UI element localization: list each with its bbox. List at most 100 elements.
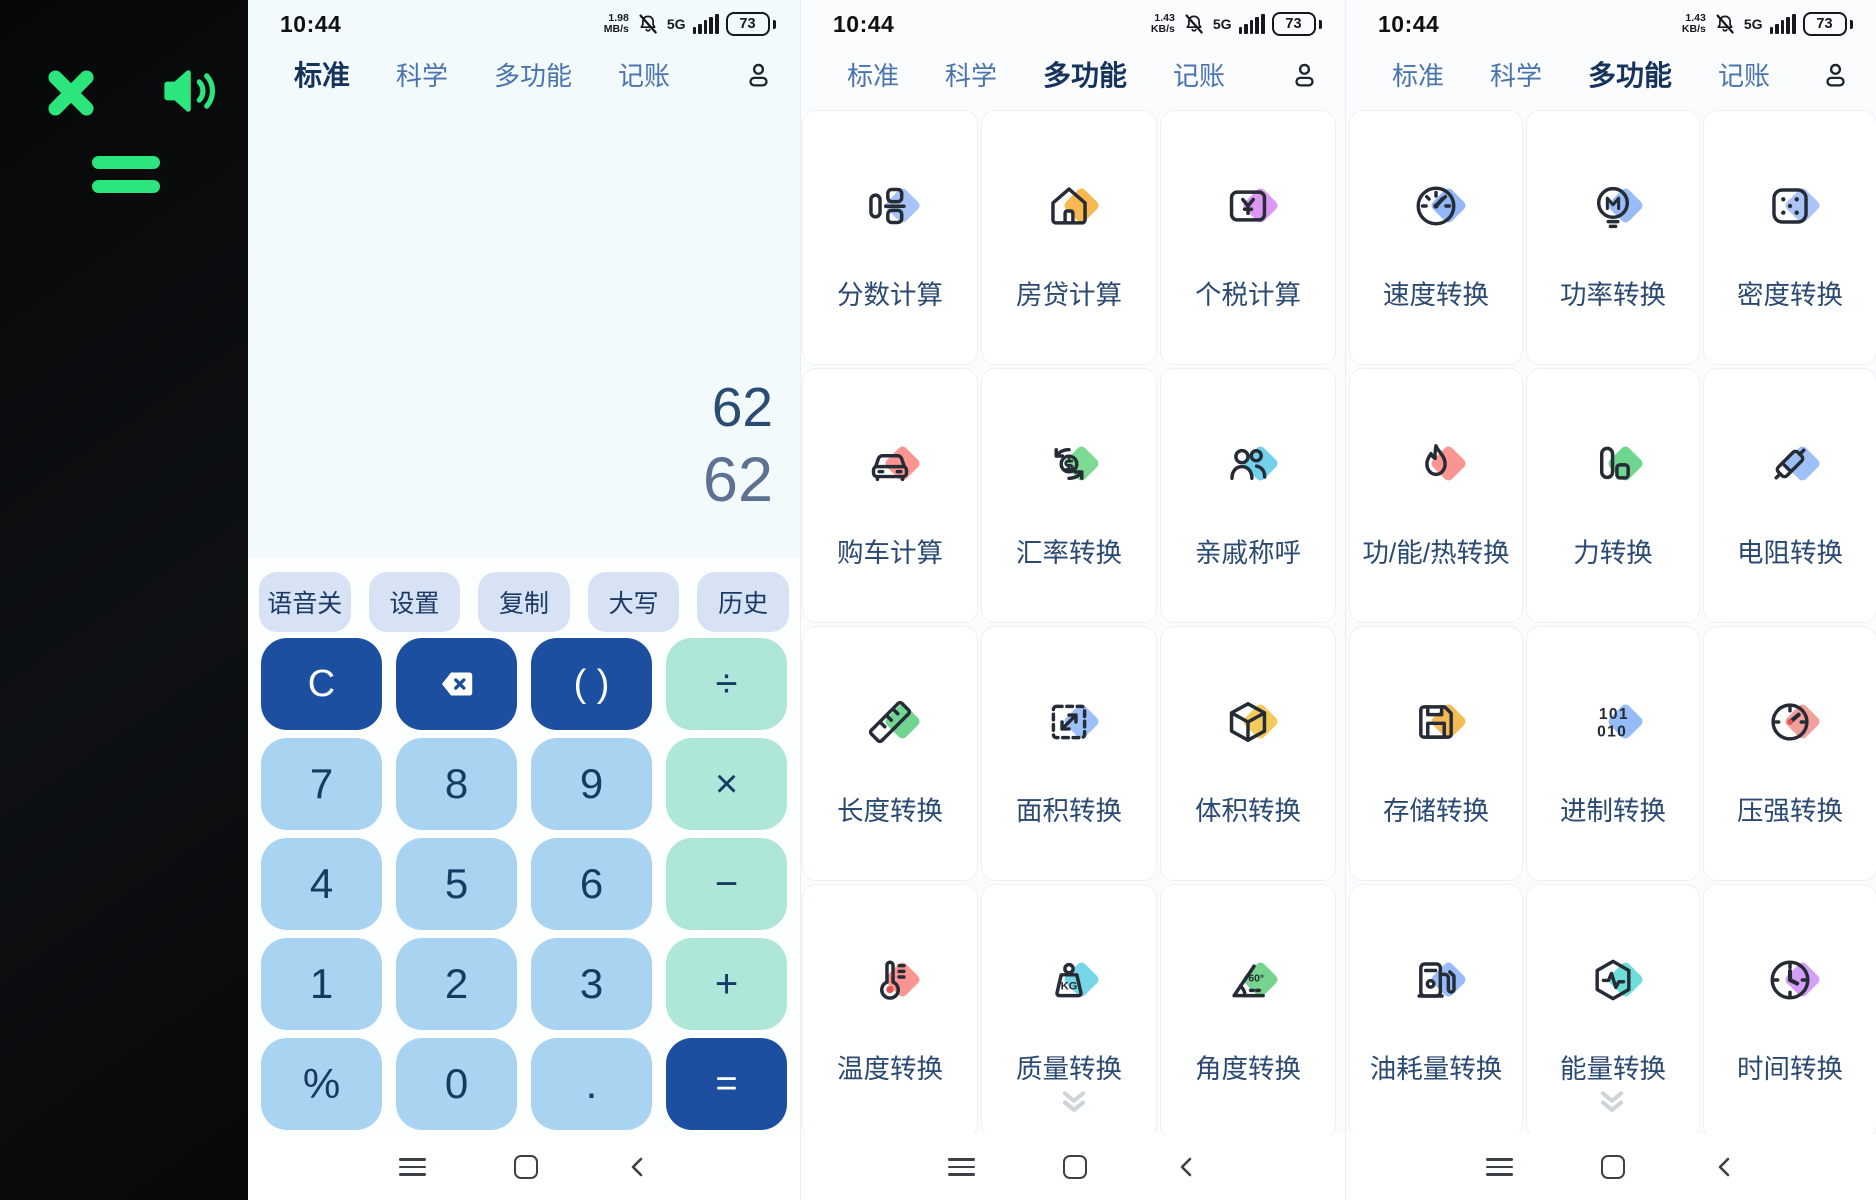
key-8[interactable]: 8 (396, 738, 517, 830)
key-3[interactable]: 3 (531, 938, 652, 1030)
menu-icon[interactable] (398, 1157, 426, 1177)
key-+[interactable]: + (666, 938, 787, 1030)
function-button[interactable]: 历史 (697, 572, 789, 632)
home-square-icon[interactable] (1601, 1155, 1625, 1179)
key-7[interactable]: 7 (261, 738, 382, 830)
floppy-icon (1403, 689, 1469, 755)
equals-icon[interactable] (92, 156, 160, 204)
person-icon[interactable] (743, 59, 774, 90)
key-%[interactable]: % (261, 1038, 382, 1130)
feature-label: 角度转换 (1195, 1054, 1301, 1084)
net-speed: 1.43 KB/s (1681, 12, 1706, 35)
tab-multifunction[interactable]: 多功能 (494, 60, 573, 91)
speaker-icon[interactable] (152, 58, 218, 124)
function-button[interactable]: 语音关 (259, 572, 351, 632)
tab-ledger[interactable]: 记账 (618, 60, 671, 91)
tab-multifunction[interactable]: 多功能 (1588, 60, 1673, 91)
feature-cell[interactable]: 功率转换 (1526, 110, 1700, 365)
feature-label: 汇率转换 (1016, 538, 1122, 568)
close-icon[interactable] (42, 64, 100, 122)
feature-cell[interactable]: 温度转换 (802, 884, 978, 1139)
key-÷[interactable]: ÷ (666, 638, 787, 730)
key-1[interactable]: 1 (261, 938, 382, 1030)
feature-cell[interactable]: 长度转换 (802, 626, 978, 881)
function-button[interactable]: 复制 (478, 572, 570, 632)
battery-icon: 73 (725, 12, 770, 36)
key-6[interactable]: 6 (531, 838, 652, 930)
key-×[interactable]: × (666, 738, 787, 830)
feature-cell[interactable]: 存储转换 (1349, 626, 1523, 881)
tab-scientific[interactable]: 科学 (396, 60, 449, 91)
tab-multifunction[interactable]: 多功能 (1043, 60, 1128, 91)
home-square-icon[interactable] (513, 1155, 538, 1179)
resistor-icon (1757, 431, 1823, 497)
tab-standard[interactable]: 标准 (1392, 60, 1445, 91)
feature-cell[interactable]: 体积转换 (1160, 626, 1336, 881)
menu-icon[interactable] (1486, 1157, 1513, 1177)
key-2[interactable]: 2 (396, 938, 517, 1030)
feature-cell[interactable]: 功/能/热转换 (1349, 368, 1523, 623)
car-icon (857, 431, 923, 497)
feature-cell[interactable]: 亲戚称呼 (1160, 368, 1336, 623)
protractor-icon: 60° (1215, 947, 1281, 1013)
home-square-icon[interactable] (1063, 1155, 1087, 1179)
key-−[interactable]: − (666, 838, 787, 930)
feature-cell[interactable]: 房贷计算 (981, 110, 1157, 365)
tab-ledger[interactable]: 记账 (1718, 60, 1771, 91)
person-icon[interactable] (1289, 59, 1320, 90)
feature-cell[interactable]: 速度转换 (1349, 110, 1523, 365)
backspace-icon[interactable] (396, 638, 517, 730)
feature-label: 功率转换 (1560, 280, 1666, 310)
fuel-pump-icon (1403, 947, 1469, 1013)
feature-cell[interactable]: 电阻转换 (1703, 368, 1876, 623)
function-button[interactable]: 设置 (368, 572, 461, 632)
battery-icon: 73 (1802, 12, 1847, 36)
tab-standard[interactable]: 标准 (847, 60, 900, 91)
menu-icon[interactable] (948, 1157, 975, 1177)
person-icon[interactable] (1820, 59, 1851, 90)
chevrons-down-icon[interactable] (1057, 1090, 1091, 1115)
feature-cell[interactable]: 分数计算 (802, 110, 978, 365)
feature-cell[interactable]: 面积转换 (981, 626, 1157, 881)
feature-label: 分数计算 (837, 280, 943, 310)
feature-label: 速度转换 (1383, 280, 1489, 310)
key-5[interactable]: 5 (396, 838, 517, 930)
feature-cell[interactable]: 时间转换 (1703, 884, 1876, 1139)
chevrons-down-icon[interactable] (1595, 1090, 1629, 1115)
tab-standard[interactable]: 标准 (294, 60, 351, 91)
tab-bar-1: 标准 科学 多功能 记账 (248, 50, 800, 98)
feature-label: 个税计算 (1195, 280, 1301, 310)
kg-weight-icon: KG (1036, 947, 1102, 1013)
feature-cell[interactable]: 101 010 进制转换 (1526, 626, 1700, 881)
key-.[interactable]: . (531, 1038, 652, 1130)
feature-cell[interactable]: 能量转换 (1526, 884, 1700, 1139)
feature-cell[interactable]: 密度转换 (1703, 110, 1876, 365)
feature-cell[interactable]: 个税计算 (1160, 110, 1336, 365)
back-icon[interactable] (626, 1153, 650, 1181)
back-icon[interactable] (1713, 1153, 1737, 1181)
status-bar-1: 10:44 1.98 MB/s 5G 73 (248, 6, 800, 42)
key-C[interactable]: C (261, 638, 382, 730)
floating-toolbar (0, 0, 248, 1200)
bell-muted-icon (1182, 12, 1206, 36)
key-( )[interactable]: ( ) (531, 638, 652, 730)
key-=[interactable]: = (666, 1038, 787, 1130)
force-icon (1580, 431, 1646, 497)
back-icon[interactable] (1175, 1153, 1199, 1181)
feature-cell[interactable]: 油耗量转换 (1349, 884, 1523, 1139)
feature-cell[interactable]: 购车计算 (802, 368, 978, 623)
tab-scientific[interactable]: 科学 (1490, 60, 1543, 91)
feature-cell[interactable]: 压强转换 (1703, 626, 1876, 881)
key-9[interactable]: 9 (531, 738, 652, 830)
tab-ledger[interactable]: 记账 (1173, 60, 1226, 91)
key-4[interactable]: 4 (261, 838, 382, 930)
function-button[interactable]: 大写 (587, 572, 680, 632)
feature-cell[interactable]: 力转换 (1526, 368, 1700, 623)
feature-label: 存储转换 (1383, 796, 1489, 826)
tab-scientific[interactable]: 科学 (945, 60, 998, 91)
feature-cell[interactable]: 汇率转换 (981, 368, 1157, 623)
key-0[interactable]: 0 (396, 1038, 517, 1130)
relatives-icon (1215, 431, 1281, 497)
feature-cell[interactable]: 60° 角度转换 (1160, 884, 1336, 1139)
